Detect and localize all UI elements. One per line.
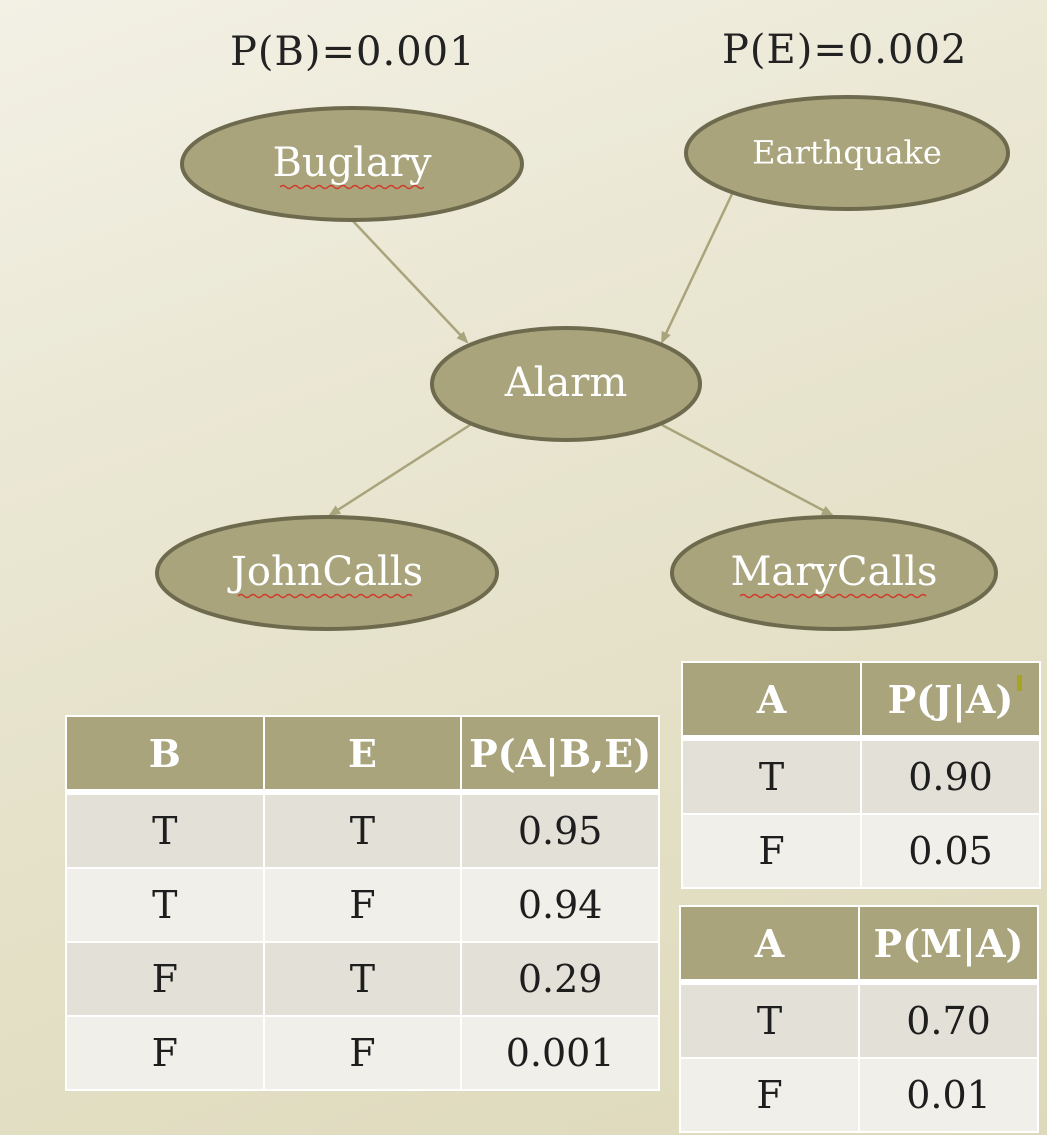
node-earthquake-label: Earthquake <box>752 134 942 172</box>
node-marycalls-label: MaryCalls <box>730 549 937 595</box>
table-row: T 0.90 <box>681 737 1041 815</box>
cpt-table-johncalls: A P(J|A) T 0.90 F 0.05 <box>681 661 1041 889</box>
table-cell: T <box>681 737 862 815</box>
prior-earthquake-label: P(E)=0.002 <box>722 27 968 73</box>
table-cell: F <box>679 1057 860 1133</box>
table-cell: 0.90 <box>860 737 1041 815</box>
table-cell: T <box>262 941 463 1017</box>
table-cell: F <box>262 867 463 943</box>
table-cell: 0.29 <box>460 941 660 1017</box>
table-cell: 0.01 <box>858 1057 1039 1133</box>
table-cell: T <box>65 867 265 943</box>
node-alarm: Alarm <box>430 326 702 442</box>
table-cell: 0.95 <box>460 791 660 869</box>
table-cell: F <box>262 1015 463 1091</box>
node-earthquake: Earthquake <box>684 95 1010 211</box>
edge-alarm-mary <box>661 423 834 517</box>
table-cell: F <box>681 813 862 889</box>
table-row: T F 0.94 <box>65 867 660 943</box>
column-header: B <box>65 715 265 795</box>
table-row: T 0.70 <box>679 981 1039 1059</box>
spellcheck-underline <box>237 593 413 599</box>
node-marycalls: MaryCalls <box>670 515 998 631</box>
table-header-row: A P(M|A) <box>679 905 1039 985</box>
node-johncalls: JohnCalls <box>155 515 499 631</box>
table-cell: 0.001 <box>460 1015 660 1091</box>
table-cell: F <box>65 1015 265 1091</box>
table-header-row: A P(J|A) <box>681 661 1041 741</box>
table-cell: 0.70 <box>858 981 1039 1059</box>
edge-burglary-alarm <box>351 219 469 344</box>
column-header: A <box>681 661 862 741</box>
text-cursor-marker <box>1017 675 1022 691</box>
spellcheck-underline <box>279 184 425 190</box>
table-cell: T <box>679 981 860 1059</box>
table-row: F T 0.29 <box>65 941 660 1017</box>
column-header: A <box>679 905 860 985</box>
node-johncalls-label: JohnCalls <box>227 549 423 595</box>
column-header: E <box>262 715 463 795</box>
prior-burglary-label: P(B)=0.001 <box>230 29 476 75</box>
table-cell: F <box>65 941 265 1017</box>
table-row: T T 0.95 <box>65 791 660 869</box>
table-cell: T <box>65 791 265 869</box>
edge-earthquake-alarm <box>660 193 734 344</box>
bayes-network-graph: Buglary Earthquake Alarm JohnCalls MaryC… <box>155 95 1010 631</box>
table-row: F 0.05 <box>681 813 1041 889</box>
column-header: P(M|A) <box>858 905 1039 985</box>
node-alarm-label: Alarm <box>504 360 628 406</box>
node-burglary: Buglary <box>180 106 524 222</box>
cpt-table-alarm: B E P(A|B,E) T T 0.95 T F 0.94 F T 0.29 … <box>65 715 660 1091</box>
edge-alarm-john <box>328 423 471 517</box>
table-cell: 0.94 <box>460 867 660 943</box>
table-header-row: B E P(A|B,E) <box>65 715 660 795</box>
cpt-table-marycalls: A P(M|A) T 0.70 F 0.01 <box>679 905 1039 1133</box>
table-row: F 0.01 <box>679 1057 1039 1133</box>
column-header: P(A|B,E) <box>460 715 660 795</box>
table-row: F F 0.001 <box>65 1015 660 1091</box>
table-cell: T <box>262 791 463 869</box>
node-burglary-label: Buglary <box>272 140 432 186</box>
spellcheck-underline <box>739 593 927 599</box>
column-header: P(J|A) <box>860 661 1041 741</box>
table-cell: 0.05 <box>860 813 1041 889</box>
